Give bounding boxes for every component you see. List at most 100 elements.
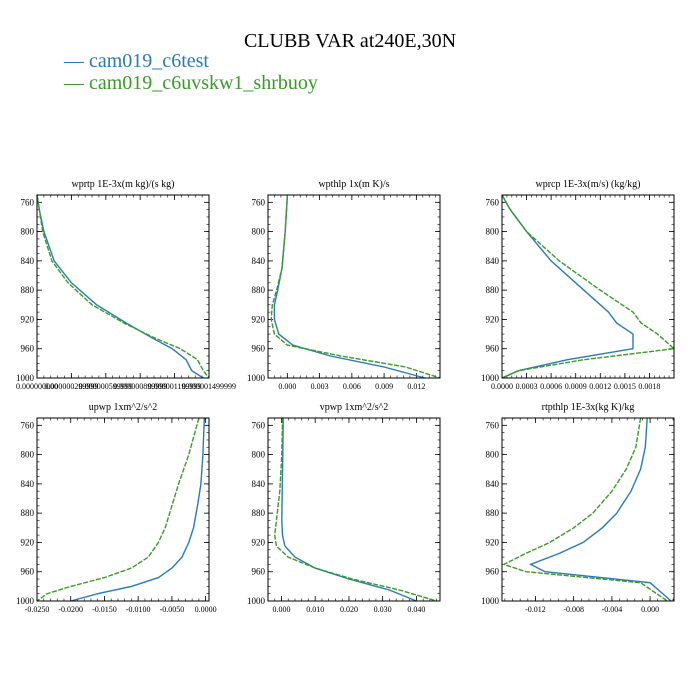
series-line-c6test — [281, 417, 417, 602]
y-tick-label: 1000 — [247, 596, 266, 606]
y-tick-label: 960 — [21, 344, 35, 354]
legend-entry-shrbuoy: — cam019_c6uvskw1_shrbuoy — [64, 72, 318, 95]
x-tick-label: 0.012 — [407, 382, 425, 391]
y-tick-label: 880 — [21, 508, 35, 518]
series-line-shrbuoy — [273, 417, 437, 602]
y-tick-label: 1000 — [247, 373, 266, 383]
y-tick-label: 920 — [486, 537, 500, 547]
y-tick-label: 800 — [252, 227, 266, 237]
y-tick-label: 1000 — [481, 596, 500, 606]
x-tick-label: 0.000 — [278, 382, 296, 391]
y-tick-label: 960 — [252, 344, 266, 354]
x-tick-label: 0.0003 — [516, 382, 538, 391]
x-tick-label: -0.004 — [602, 605, 623, 614]
y-tick-label: 880 — [486, 285, 500, 295]
y-tick-label: 960 — [252, 567, 266, 577]
legend-label: cam019_c6uvskw1_shrbuoy — [89, 72, 318, 94]
y-tick-label: 1000 — [16, 596, 35, 606]
y-tick-label: 920 — [252, 314, 266, 324]
series-line-c6test — [273, 194, 426, 379]
y-tick-label: 800 — [486, 450, 500, 460]
y-tick-label: 920 — [21, 537, 35, 547]
x-tick-label: -0.0250 — [25, 605, 50, 614]
series-line-shrbuoy — [36, 417, 200, 602]
x-tick-label: 0.000000000 — [16, 382, 58, 391]
x-tick-label: 0.000 — [272, 605, 290, 614]
y-tick-label: 840 — [21, 479, 35, 489]
x-tick-label: 0.000000899999 — [113, 382, 167, 391]
figure-title: CLUBB VAR at240E,30N — [243, 30, 457, 52]
series-line-c6test — [528, 417, 672, 602]
x-tick-label: 0.0012 — [589, 382, 611, 391]
x-tick-label: -0.012 — [525, 605, 546, 614]
y-tick-label: 760 — [252, 420, 266, 430]
y-tick-label: 1000 — [481, 373, 500, 383]
panel-title: vpwp 1xm^2/s^2 — [320, 402, 389, 413]
y-tick-label: 840 — [252, 479, 266, 489]
legend-entry-c6test: — cam019_c6test — [64, 50, 209, 73]
x-tick-label: -0.0150 — [92, 605, 117, 614]
y-tick-label: 800 — [21, 227, 35, 237]
plot-frame — [501, 417, 675, 602]
series-line-shrbuoy — [501, 194, 676, 379]
x-tick-label: 0.000000299999 — [44, 382, 98, 391]
panel-title: wpthlp 1x(m K)/s — [318, 179, 389, 190]
y-tick-label: 760 — [252, 197, 266, 207]
x-tick-label: 0.009 — [375, 382, 393, 391]
y-tick-label: 760 — [21, 197, 35, 207]
y-tick-label: 880 — [252, 285, 266, 295]
y-tick-label: 800 — [252, 450, 266, 460]
legend-label: cam019_c6test — [89, 50, 209, 72]
y-tick-label: 960 — [21, 567, 35, 577]
y-tick-label: 960 — [486, 344, 500, 354]
plot-frame — [267, 194, 441, 379]
y-tick-label: 760 — [486, 420, 500, 430]
legend-line-marker: — — [64, 72, 89, 94]
x-tick-label: -0.008 — [563, 605, 584, 614]
x-tick-label: 0.006 — [343, 382, 361, 391]
x-tick-label: 0.0018 — [638, 382, 660, 391]
plot-frame — [36, 194, 210, 379]
panel-title: upwp 1xm^2/s^2 — [89, 402, 158, 413]
series-line-c6test — [36, 194, 204, 379]
x-tick-label: -0.0100 — [126, 605, 151, 614]
panel-title: rtpthlp 1E-3x(kg K)/kg — [542, 402, 635, 413]
y-tick-label: 1000 — [16, 373, 35, 383]
y-tick-label: 800 — [486, 227, 500, 237]
y-tick-label: 920 — [21, 314, 35, 324]
plot-frame — [36, 417, 210, 602]
y-tick-label: 920 — [252, 537, 266, 547]
panel-title: wprtp 1E-3x(m kg)/(s kg) — [71, 179, 174, 190]
panel-title: wprcp 1E-3x(m/s) (kg/kg) — [536, 179, 641, 190]
x-tick-label: 0.030 — [374, 605, 392, 614]
y-tick-label: 960 — [486, 567, 500, 577]
x-tick-label: 0.040 — [407, 605, 425, 614]
series-line-shrbuoy — [502, 417, 668, 602]
plot-frame — [267, 417, 441, 602]
x-tick-label: 0.000000599999 — [79, 382, 133, 391]
x-tick-label: 0.0000 — [491, 382, 513, 391]
y-tick-label: 760 — [21, 420, 35, 430]
x-tick-label: 0.020 — [340, 605, 358, 614]
x-tick-label: 0.000001499999 — [182, 382, 236, 391]
y-tick-label: 840 — [486, 479, 500, 489]
y-tick-label: 920 — [486, 314, 500, 324]
y-tick-label: 840 — [21, 256, 35, 266]
y-tick-label: 880 — [21, 285, 35, 295]
y-tick-label: 840 — [486, 256, 500, 266]
x-tick-label: 0.0006 — [540, 382, 562, 391]
y-tick-label: 800 — [21, 450, 35, 460]
series-line-c6test — [501, 194, 634, 379]
plot-frame — [501, 194, 675, 379]
x-tick-label: 0.0009 — [565, 382, 587, 391]
y-tick-label: 760 — [486, 197, 500, 207]
y-tick-label: 880 — [486, 508, 500, 518]
x-tick-label: 0.003 — [311, 382, 329, 391]
y-tick-label: 840 — [252, 256, 266, 266]
x-tick-label: 0.010 — [306, 605, 324, 614]
x-tick-label: 0.000 — [641, 605, 659, 614]
series-line-shrbuoy — [36, 194, 210, 379]
legend-line-marker: — — [64, 50, 89, 72]
x-tick-label: 0.0015 — [614, 382, 636, 391]
